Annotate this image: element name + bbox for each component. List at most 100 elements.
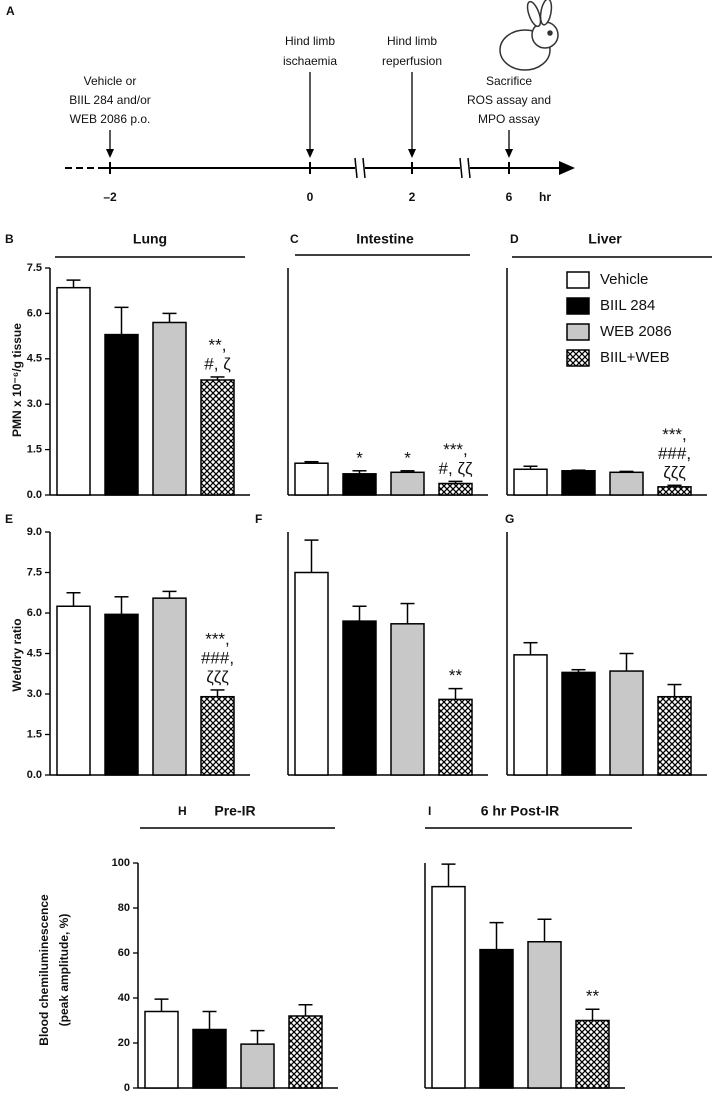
y-tick-label: 7.5 [27, 262, 42, 274]
y-tick-label: 1.5 [27, 728, 42, 740]
bar [513, 654, 548, 776]
chart-panel: G [505, 512, 707, 776]
bar [152, 597, 187, 776]
significance-label: #, ζζ [439, 459, 473, 478]
y-tick-label: 0.0 [27, 769, 42, 781]
panel-title: Pre-IR [214, 803, 255, 819]
event-label: Hind limb [285, 34, 335, 48]
significance-label: ** [449, 666, 463, 685]
significance-label: ***, [443, 440, 468, 459]
arrow-head [306, 149, 314, 158]
panel-letter: E [5, 512, 13, 526]
panel-letter: A [6, 4, 15, 18]
significance-label: * [404, 448, 411, 467]
bar [288, 1015, 323, 1089]
time-unit: hr [539, 190, 551, 204]
time-label: 2 [409, 190, 416, 204]
bar [294, 462, 329, 496]
y-axis-label: PMN x 10⁻⁶/g tissue [10, 323, 24, 437]
panel-title: Lung [133, 231, 167, 247]
panel-title: Intestine [356, 231, 414, 247]
chart-panel: D Liver ***,###,ζζζ Vehicle BIIL 284 WEB 2086… [506, 231, 712, 496]
bar [200, 695, 235, 776]
bar [144, 1010, 179, 1089]
y-tick-label: 4.5 [27, 647, 42, 659]
chart-panel: B Lung PMN x 10⁻⁶/g tissue 0.0 1.5 3.0 4.5 6.0 7… [5, 231, 250, 501]
arrow-head [106, 149, 114, 158]
bar [431, 885, 466, 1089]
legend-swatch [566, 297, 590, 315]
event-label: reperfusion [382, 54, 442, 68]
legend-label: WEB 2086 [600, 323, 672, 340]
significance-label: ***, [662, 425, 687, 444]
bar [104, 613, 139, 776]
bar [56, 286, 91, 496]
bar [438, 698, 473, 776]
panel-title: Liver [588, 231, 622, 247]
bar [342, 473, 377, 496]
bar [609, 670, 644, 776]
panel-title: 6 hr Post-IR [481, 803, 560, 819]
bar [390, 471, 425, 496]
bar [575, 1019, 610, 1089]
significance-label: ** [586, 987, 600, 1006]
bar [657, 486, 692, 496]
panel-letter: D [510, 232, 519, 246]
arrow-head [408, 149, 416, 158]
bar [192, 1028, 227, 1089]
y-tick-label: 100 [112, 857, 130, 869]
significance-label: ζζζ [663, 463, 686, 482]
significance-label: **, [209, 335, 227, 354]
bar [152, 321, 187, 496]
bar [527, 941, 562, 1089]
bar [657, 695, 692, 776]
legend-label: BIIL+WEB [600, 349, 670, 366]
y-tick-label: 40 [118, 992, 130, 1004]
y-tick-label: 1.5 [27, 444, 42, 456]
significance-label: ζζζ [206, 667, 229, 686]
bar [479, 948, 514, 1089]
significance-label: ***, [205, 629, 230, 648]
bar [104, 333, 139, 496]
time-label: 6 [506, 190, 513, 204]
y-tick-label: 4.5 [27, 353, 42, 365]
bar [342, 620, 377, 776]
event-label: MPO assay [478, 112, 540, 126]
panel-letter: I [428, 804, 431, 818]
legend-label: BIIL 284 [600, 297, 655, 314]
legend-label: Vehicle [600, 271, 648, 288]
y-tick-label: 20 [118, 1037, 130, 1049]
event-label: ROS assay and [467, 93, 551, 107]
y-axis-label: Wet/dry ratio [10, 618, 24, 691]
bar [56, 605, 91, 776]
y-tick-label: 0.0 [27, 489, 42, 501]
y-tick-label: 9.0 [27, 526, 42, 538]
legend-swatch [566, 349, 590, 367]
bar [294, 571, 329, 776]
y-axis-label: Blood chemiluminescence [37, 894, 51, 1046]
panel-letter: F [255, 512, 262, 526]
y-tick-label: 6.0 [27, 607, 42, 619]
time-label: 0 [307, 190, 314, 204]
panel-letter: G [505, 512, 514, 526]
bar [609, 471, 644, 496]
time-label: –2 [103, 190, 117, 204]
arrow-head [505, 149, 513, 158]
chart-panel: H Pre-IR Blood chemiluminescence (peak ampl… [37, 803, 338, 1094]
panel-letter: H [178, 804, 187, 818]
significance-label: ###, [201, 648, 234, 667]
bar [561, 671, 596, 776]
y-tick-label: 3.0 [27, 398, 42, 410]
y-axis-label: (peak amplitude, %) [57, 914, 71, 1027]
bar [240, 1043, 275, 1089]
y-tick-label: 60 [118, 947, 130, 959]
chart-panel: E Wet/dry ratio 0.0 1.5 3.0 4.5 6.0 7.5 9.0 ***,#… [5, 512, 250, 781]
bar [561, 470, 596, 496]
event-label: WEB 2086 p.o. [70, 112, 151, 126]
event-label: Sacrifice [486, 74, 532, 88]
panel-letter: B [5, 232, 14, 246]
timeline: A hr [6, 0, 575, 204]
rabbit-icon [499, 0, 559, 71]
bar [200, 379, 235, 496]
